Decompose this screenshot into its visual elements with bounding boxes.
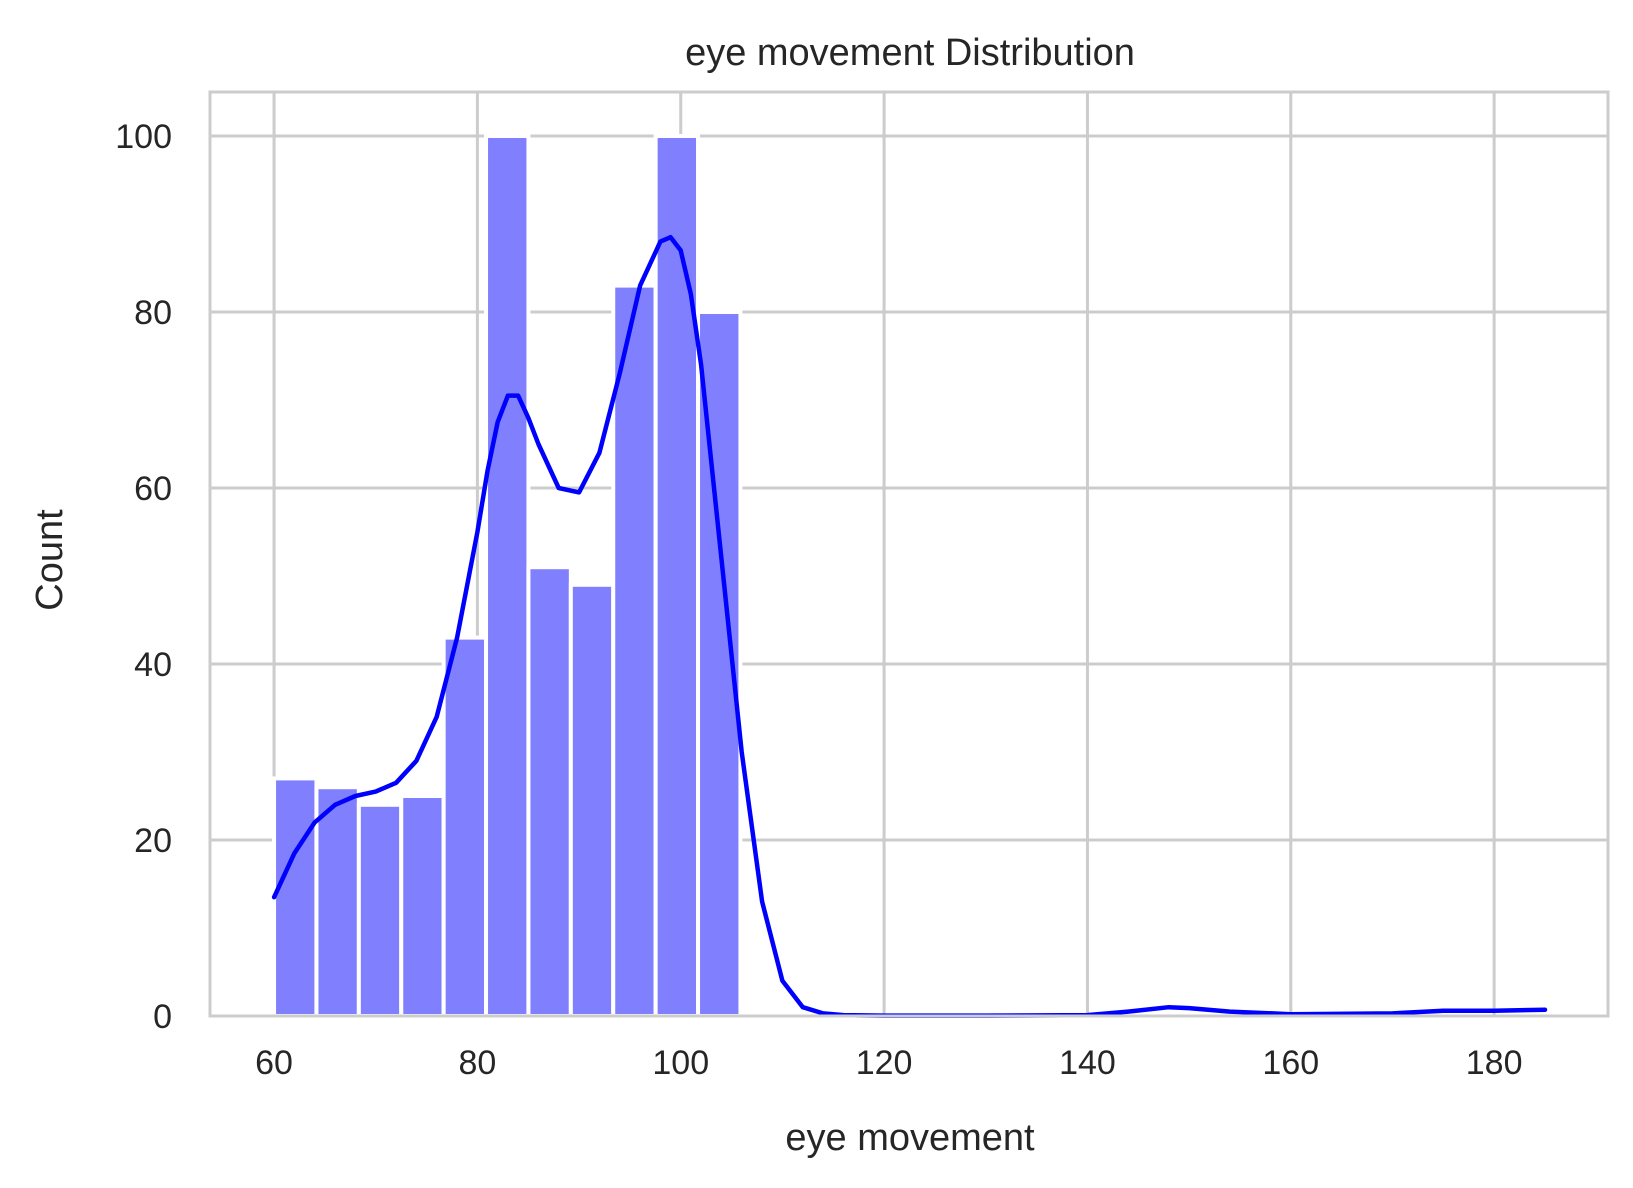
histogram-bar (526, 565, 573, 1018)
x-tick-label: 60 (255, 1044, 293, 1082)
y-tick-label: 0 (153, 998, 172, 1036)
y-tick-label: 60 (134, 470, 172, 508)
x-tick-labels: 60 80 100 120 140 160 180 (255, 1044, 1522, 1082)
kde-curve (271, 234, 1548, 1018)
histogram-bar (314, 785, 361, 1019)
y-tick-label: 80 (134, 294, 172, 332)
histogram-bar (484, 134, 531, 1018)
histogram-bar (441, 635, 489, 1018)
y-tick-labels: 0 20 40 60 80 100 (115, 118, 172, 1036)
y-axis-label: Count (29, 509, 71, 611)
histogram-bar (568, 582, 616, 1018)
x-tick-label: 140 (1059, 1044, 1116, 1082)
kde-line (271, 234, 1548, 1018)
y-tick-label: 100 (115, 118, 172, 156)
histogram-bar (356, 802, 404, 1018)
histogram-bar (399, 794, 446, 1018)
histogram-bar (653, 134, 701, 1018)
x-tick-label: 160 (1262, 1044, 1319, 1082)
histogram-bar (611, 283, 658, 1019)
x-tick-label: 100 (652, 1044, 709, 1082)
x-tick-label: 80 (458, 1044, 496, 1082)
x-axis-label: eye movement (785, 1117, 1035, 1159)
histogram-bars (272, 134, 743, 1019)
x-tick-label: 120 (856, 1044, 913, 1082)
x-tick-label: 180 (1466, 1044, 1523, 1082)
y-tick-label: 40 (134, 646, 172, 684)
histogram-bar (272, 776, 319, 1019)
y-tick-label: 20 (134, 822, 172, 860)
plot-frame (208, 90, 1610, 1018)
chart-title: eye movement Distribution (685, 32, 1135, 74)
